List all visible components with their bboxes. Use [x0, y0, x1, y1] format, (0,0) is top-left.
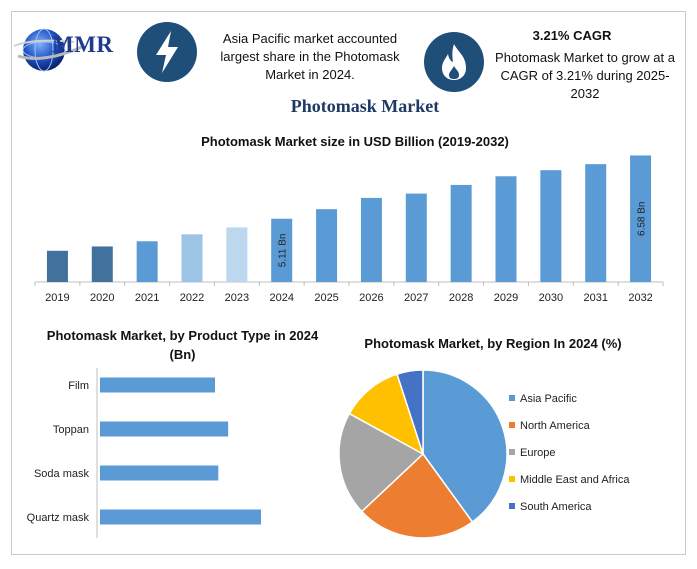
bar-2030: [540, 170, 562, 282]
bar-2029: [495, 176, 517, 282]
x-tick-label-2023: 2023: [225, 292, 249, 304]
page-title: Photomask Market: [290, 96, 440, 116]
x-tick-label-2031: 2031: [583, 292, 607, 304]
data-label-2024: 5.11 Bn: [278, 233, 289, 267]
bar-2019: [46, 250, 68, 282]
lightning-badge: [137, 22, 197, 82]
mmr-logo: [13, 28, 85, 72]
flame-badge: [424, 32, 484, 92]
product-type-chart-title: Photomask Market, by Product Type in 202…: [46, 328, 319, 362]
pie-slice-middle-east-and-africa: [348, 373, 425, 456]
legend-label-middle-east-and-africa: Middle East and Africa: [520, 474, 630, 486]
legend-label-asia-pacific: Asia Pacific: [520, 393, 577, 405]
x-tick-label-2022: 2022: [180, 292, 204, 304]
bar-2031: [585, 164, 607, 282]
legend-swatch-south-america: [509, 503, 515, 509]
bar-2022: [181, 234, 203, 282]
data-label-2032: 6.58 Bn: [637, 201, 648, 235]
bar-2025: [316, 209, 338, 282]
legend-label-south-america: South America: [520, 501, 592, 513]
x-tick-label-2027: 2027: [404, 292, 428, 304]
x-tick-label-2025: 2025: [314, 292, 338, 304]
x-tick-label-2020: 2020: [90, 292, 114, 304]
legend-label-north-america: North America: [520, 420, 591, 432]
legend-swatch-europe: [509, 449, 515, 455]
pie-slice-north-america: [360, 452, 474, 539]
bar-2026: [360, 197, 382, 282]
y-tick-label-film: Film: [68, 380, 89, 392]
region-pie-chart-title: Photomask Market, by Region In 2024 (%): [364, 336, 622, 351]
cagr-heading: 3.21% CAGR: [532, 28, 612, 43]
x-tick-label-2024: 2024: [269, 292, 293, 304]
bar-2027: [405, 193, 427, 282]
x-tick-label-2030: 2030: [539, 292, 563, 304]
legend-swatch-asia-pacific: [509, 395, 515, 401]
bar-2023: [226, 227, 248, 282]
y-tick-label-toppan: Toppan: [53, 424, 89, 436]
bar-2020: [91, 246, 113, 282]
x-tick-label-2032: 2032: [628, 292, 652, 304]
flame-icon: [442, 44, 466, 80]
bar-soda-mask: [100, 465, 219, 481]
y-tick-label-soda-mask: Soda mask: [34, 468, 90, 480]
bar-quartz-mask: [100, 509, 261, 525]
y-tick-label-quartz-mask: Quartz mask: [27, 512, 90, 524]
info-asia-pacific: Asia Pacific market accounted largest sh…: [220, 31, 400, 82]
bar-2032: [630, 155, 652, 282]
bar-2021: [136, 241, 158, 282]
pie-slice-europe: [338, 412, 425, 513]
bar-2024: [271, 218, 293, 282]
globe-icon: [23, 29, 65, 71]
legend-swatch-north-america: [509, 422, 515, 428]
market-size-chart-title: Photomask Market size in USD Billion (20…: [201, 134, 509, 149]
cagr-description: Photomask Market to grow at a CAGR of 3.…: [495, 50, 675, 101]
lightning-icon: [156, 31, 178, 73]
legend-label-europe: Europe: [520, 447, 555, 459]
pie-slice-south-america: [396, 369, 424, 455]
bar-film: [100, 377, 215, 393]
bar-2028: [450, 184, 472, 282]
bar-toppan: [100, 421, 229, 437]
x-tick-label-2029: 2029: [494, 292, 518, 304]
pie-slice-asia-pacific: [422, 369, 508, 524]
x-tick-label-2026: 2026: [359, 292, 383, 304]
logo-text: MMR: [52, 32, 114, 57]
x-tick-label-2028: 2028: [449, 292, 473, 304]
x-tick-label-2021: 2021: [135, 292, 159, 304]
x-tick-label-2019: 2019: [45, 292, 69, 304]
legend-swatch-middle-east-and-africa: [509, 476, 515, 482]
